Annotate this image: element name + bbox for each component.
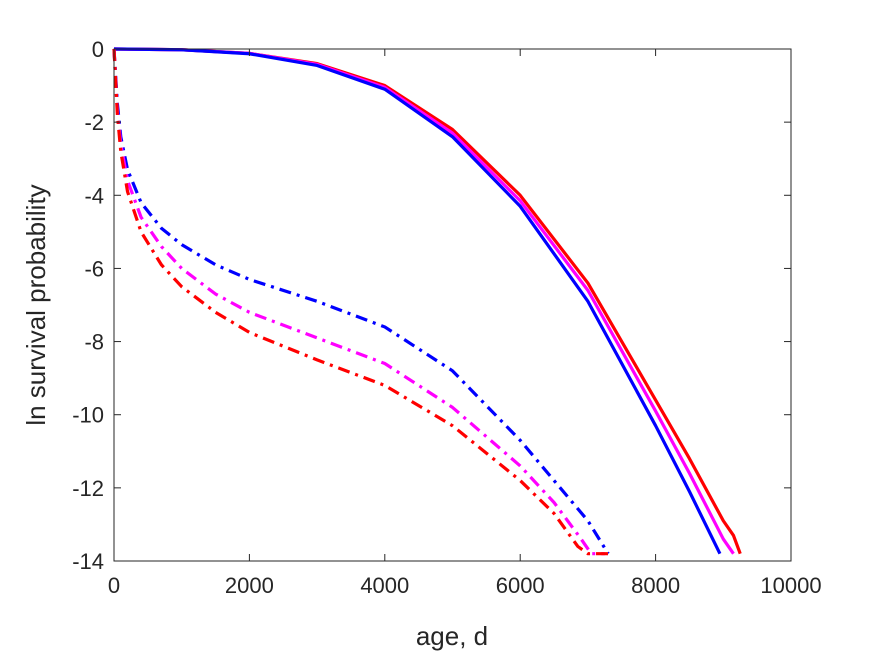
x-axis-title: age, d xyxy=(416,621,488,651)
series-layer xyxy=(112,47,742,556)
x-tick-label: 0 xyxy=(108,573,120,598)
y-tick-label: -4 xyxy=(84,183,104,208)
plot-frame xyxy=(113,48,792,562)
y-tick-label: -12 xyxy=(72,476,104,501)
x-tick-label: 4000 xyxy=(360,573,409,598)
y-axis-title: ln survival probability xyxy=(21,184,51,425)
y-tick-label: -6 xyxy=(84,256,104,281)
x-tick-label: 6000 xyxy=(496,573,545,598)
y-tick-label: 0 xyxy=(92,37,104,62)
tick-layer: 0 2000 4000 6000 8000 10000 0 -2 -4 -6 -8 -10 -12 -14 xyxy=(72,37,821,598)
y-tick-label: -10 xyxy=(72,403,104,428)
y-tick-label: -14 xyxy=(72,549,104,574)
x-tick-label: 2000 xyxy=(225,573,274,598)
y-tick-label: -8 xyxy=(84,330,104,355)
series-line-5 xyxy=(112,48,605,556)
x-tick-label: 10000 xyxy=(760,573,821,598)
y-tick-label: -2 xyxy=(84,110,104,135)
x-tick-label: 8000 xyxy=(631,573,680,598)
series-line-4 xyxy=(112,48,610,555)
plot-background xyxy=(114,49,791,561)
series-line-3 xyxy=(113,47,722,555)
series-line-6 xyxy=(112,48,609,556)
